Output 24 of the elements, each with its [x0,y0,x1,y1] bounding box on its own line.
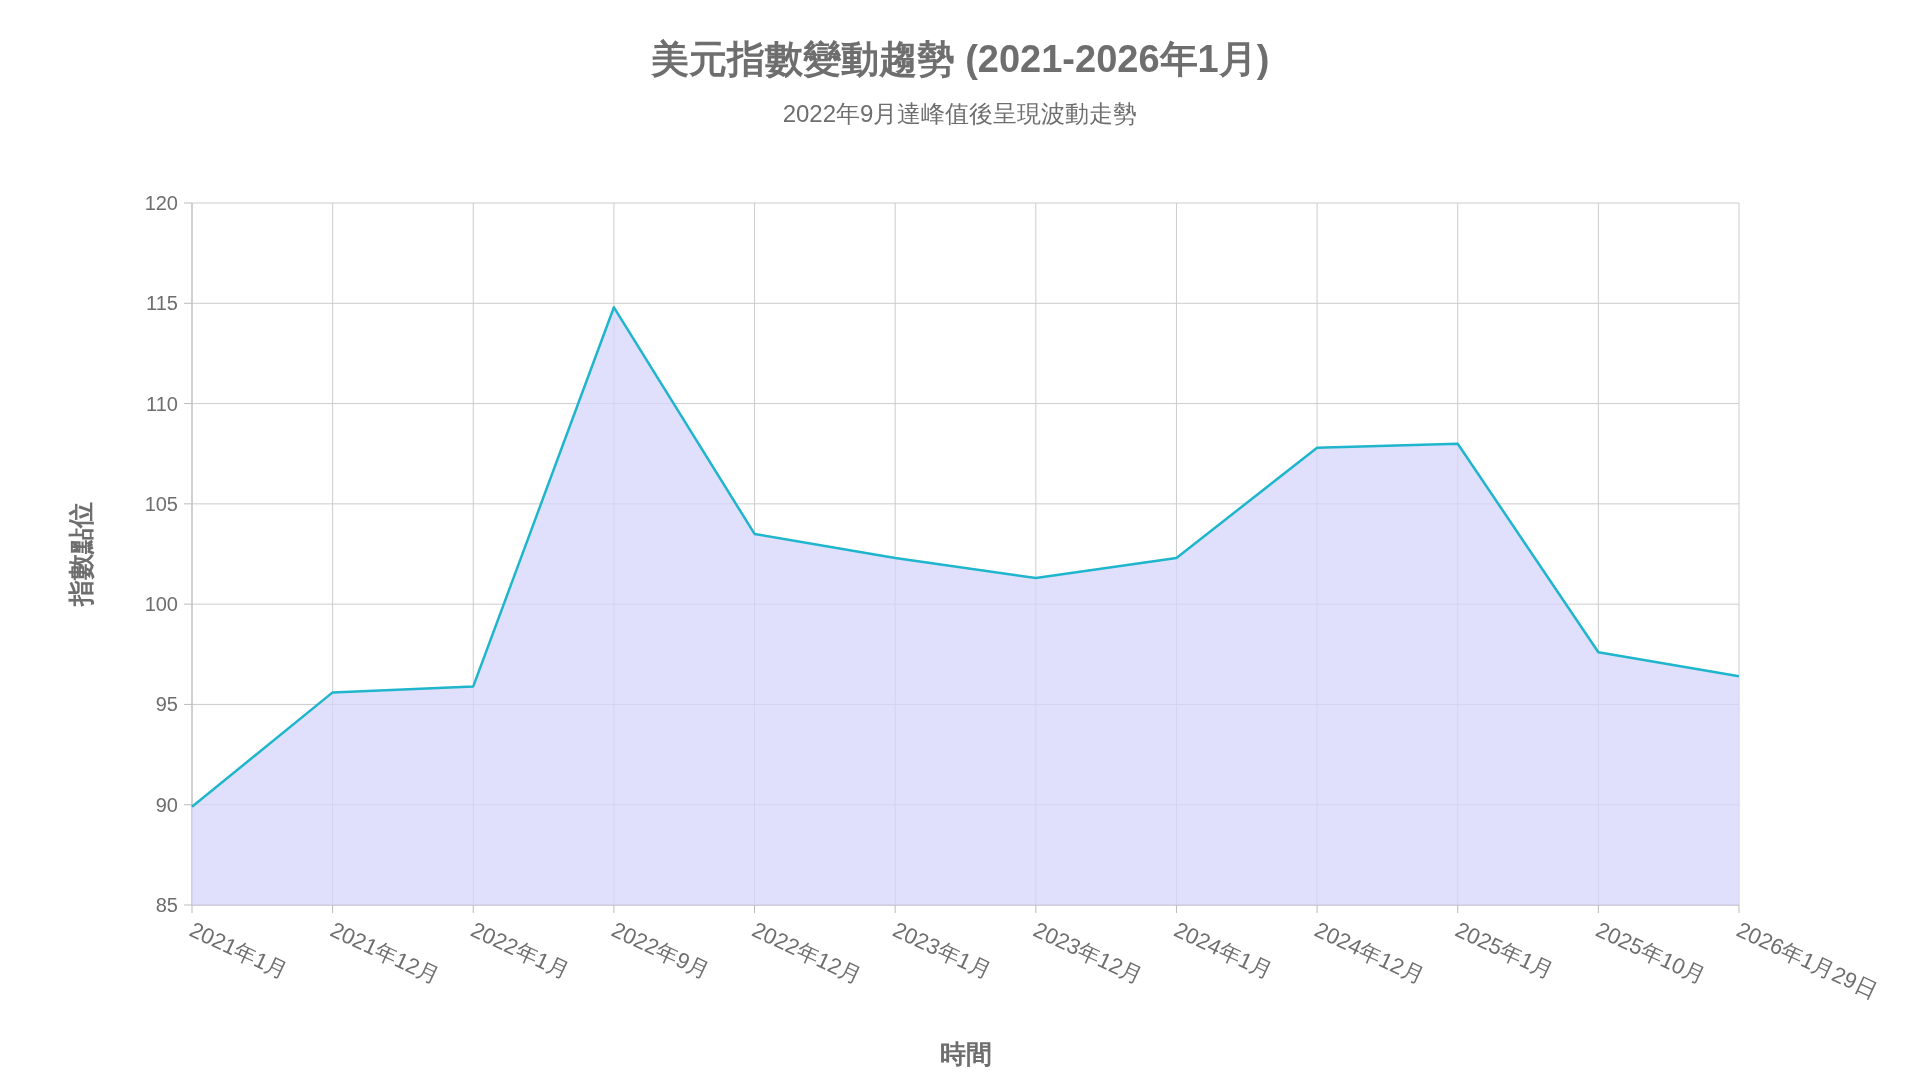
y-tick-label: 115 [146,292,178,315]
x-tick-label: 2023年12月 [1029,916,1147,990]
y-tick-label: 90 [155,793,178,816]
x-axis-title: 時間 [940,1039,992,1069]
x-tick-label: 2024年1月 [1170,916,1277,984]
y-tick-label: 105 [144,492,178,515]
x-tick-label: 2025年1月 [1451,916,1558,984]
y-tick-label: 120 [144,192,178,214]
x-tick-label: 2021年1月 [185,916,292,984]
chart-subtitle: 2022年9月達峰值後呈現波動走勢 [782,100,1138,127]
x-tick-label: 2022年12月 [748,916,866,990]
x-tick-label: 2023年1月 [889,916,995,984]
x-tick-label: 2022年9月 [607,916,714,984]
x-tick-label: 2025年10月 [1592,916,1710,990]
y-tick-label: 85 [155,894,178,916]
x-tick-label: 2022年1月 [467,916,574,984]
x-tick-label: 2026年1月29日 [1732,916,1881,1004]
y-axis-title: 指數點位 [66,502,96,607]
y-tick-label: 95 [155,693,178,716]
x-tick-label: 2024年12月 [1310,916,1428,990]
y-tick-label: 110 [146,392,178,415]
chart-title: 美元指數變動趨勢 (2021-2026年1月) [649,38,1270,80]
y-tick-label: 100 [144,593,178,616]
x-tick-label: 2021年12月 [326,916,444,990]
